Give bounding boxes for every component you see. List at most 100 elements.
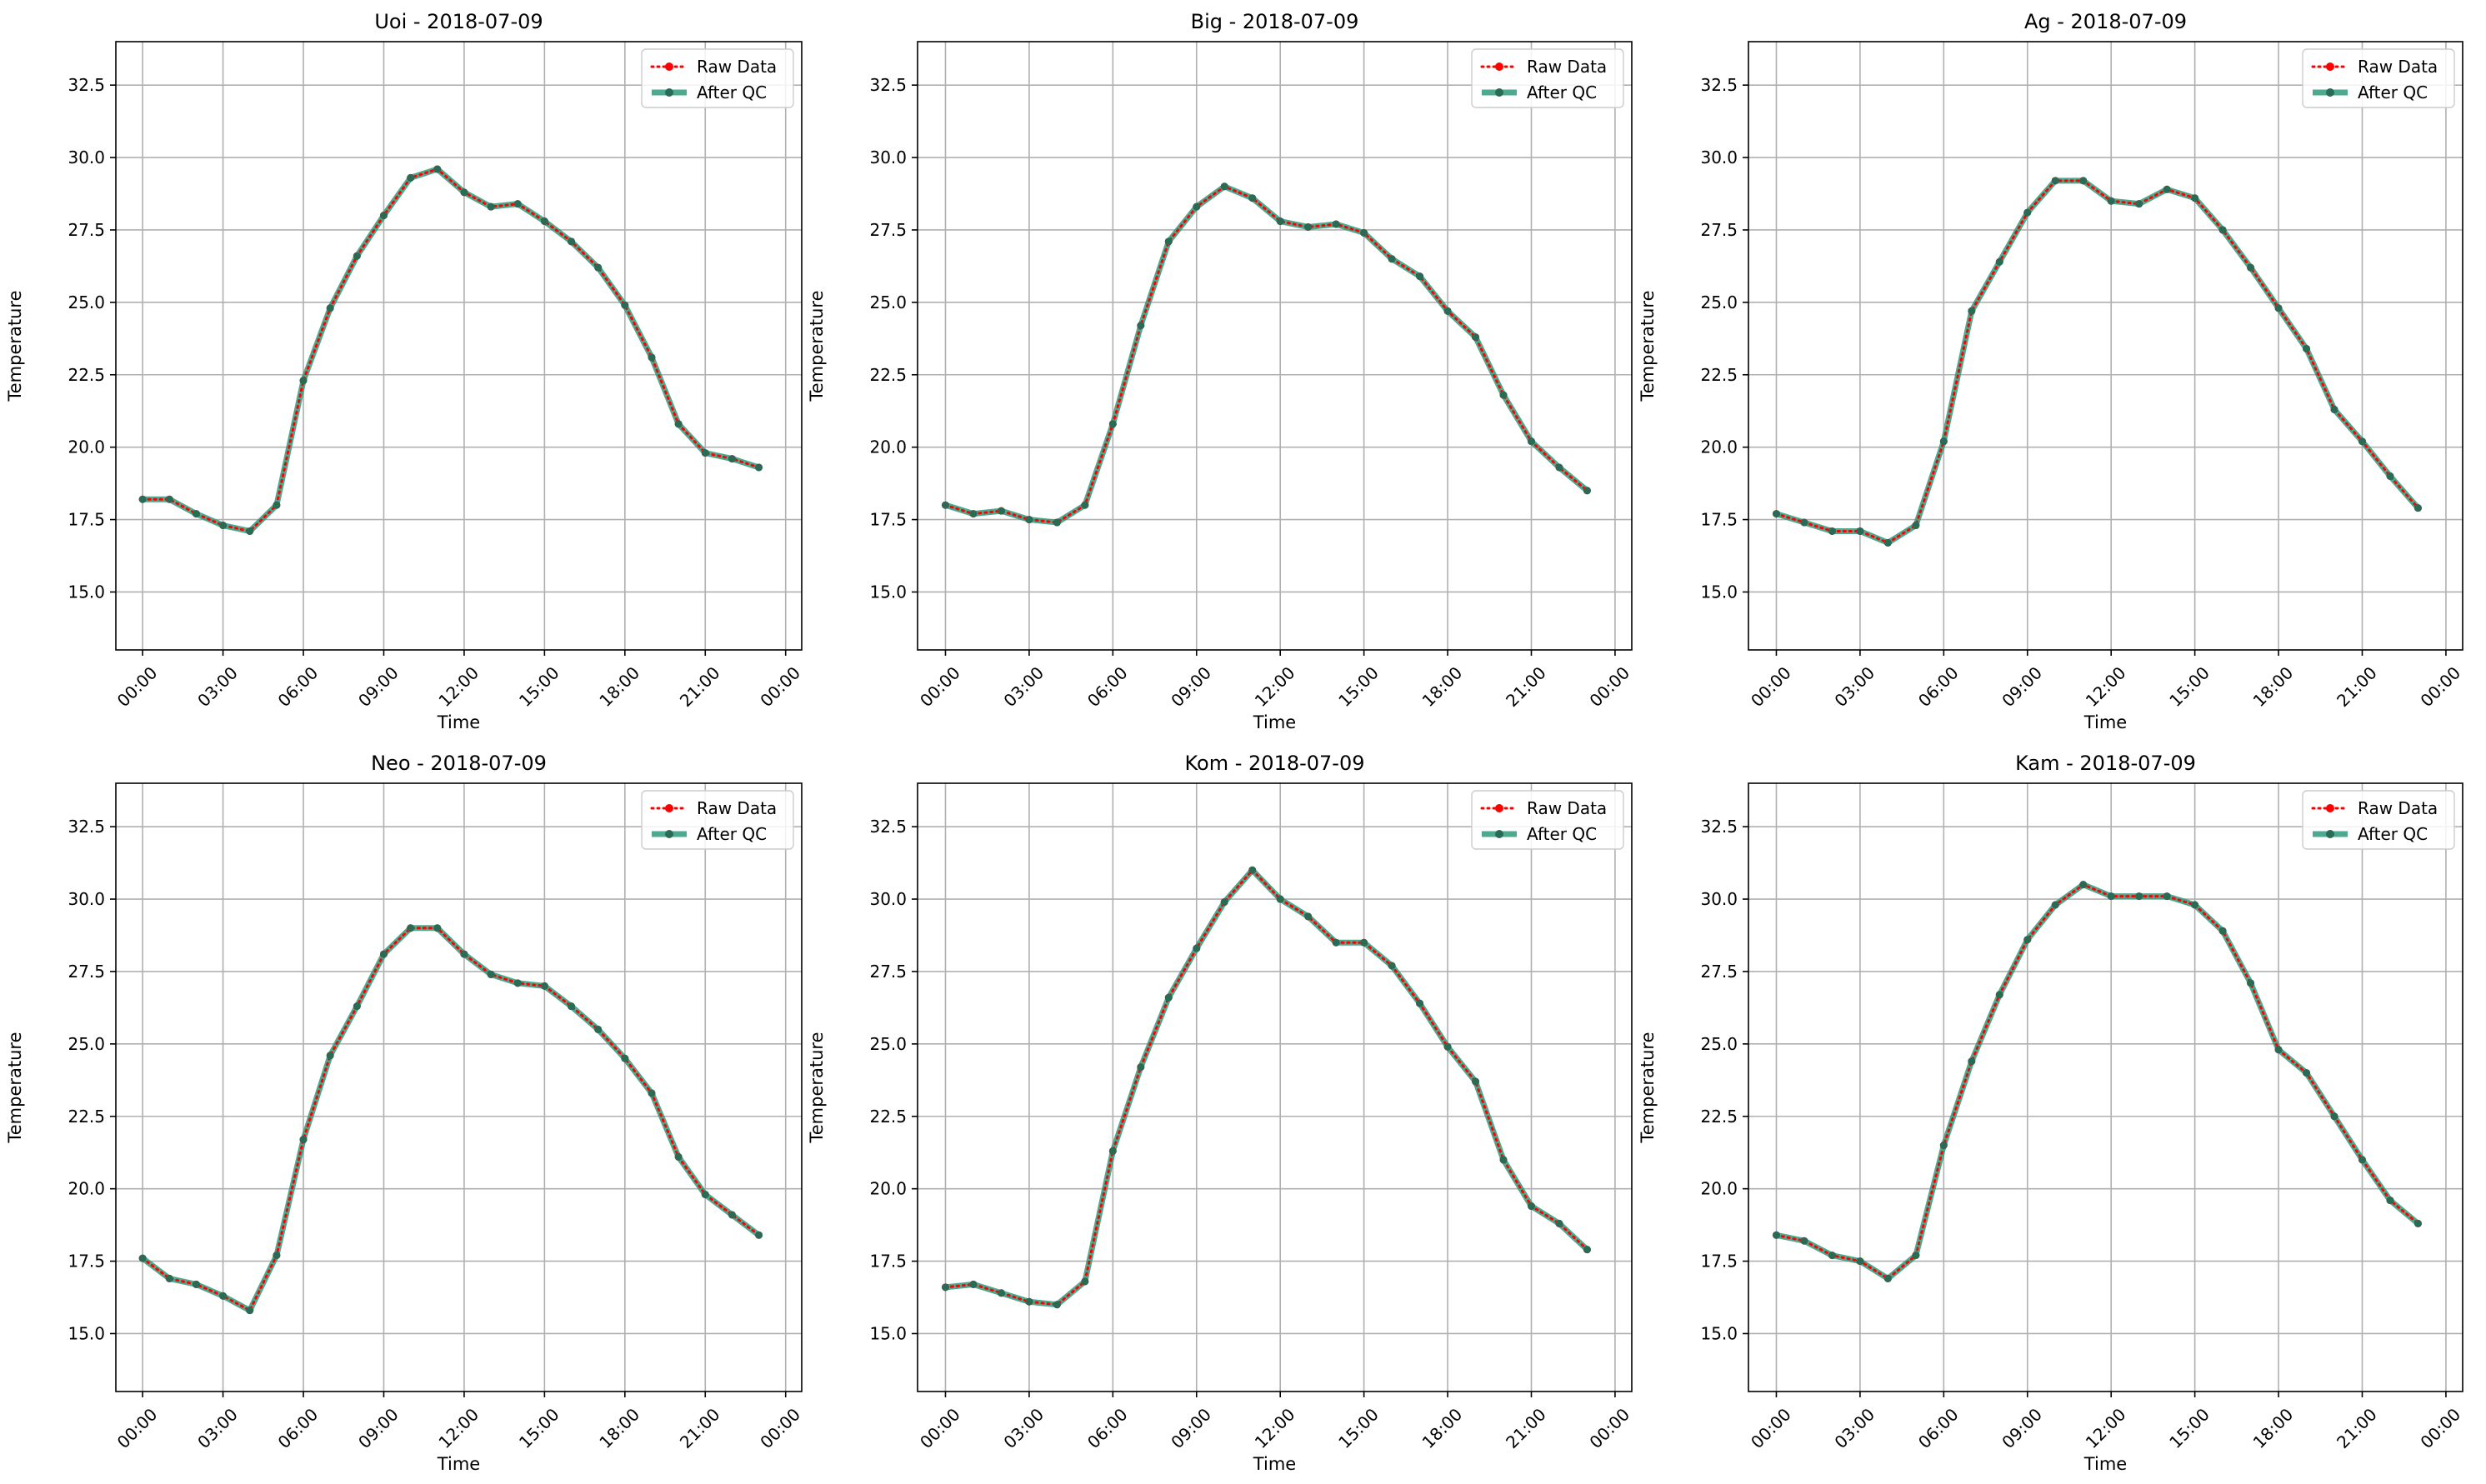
y-tick-label: 20.0 — [68, 437, 105, 457]
data-point-after-qc — [540, 982, 548, 990]
y-tick-label: 25.0 — [869, 292, 907, 312]
y-tick-label: 30.0 — [1700, 147, 1738, 167]
data-point-after-qc — [1912, 522, 1920, 530]
data-point-after-qc — [648, 353, 656, 362]
data-point-after-qc — [1828, 527, 1836, 535]
data-point-after-qc — [2386, 1197, 2394, 1205]
data-point-after-qc — [2303, 344, 2311, 352]
series-line-raw-data — [1774, 882, 2419, 1281]
legend-qc-marker — [1495, 88, 1503, 97]
data-point-after-qc — [997, 507, 1005, 515]
data-point-after-qc — [755, 463, 763, 472]
data-point-after-qc — [1388, 962, 1396, 970]
y-tick-label: 20.0 — [1700, 1179, 1738, 1199]
data-point-after-qc — [2023, 936, 2032, 944]
y-tick-label: 27.5 — [68, 220, 105, 240]
data-point-after-qc — [513, 979, 522, 987]
data-point-after-qc — [407, 173, 415, 182]
x-tick-label: 18:00 — [1418, 662, 1467, 711]
x-tick-label: 06:00 — [274, 1404, 323, 1452]
y-axis-label: Temperature — [1638, 290, 1658, 402]
x-tick-label: 21:00 — [2333, 1404, 2381, 1452]
legend: Raw Data After QC — [1471, 790, 1624, 850]
legend-raw-label: Raw Data — [2358, 57, 2438, 77]
x-axis-label: Time — [437, 712, 480, 732]
y-axis-label: Temperature — [1638, 1032, 1658, 1143]
data-point-after-qc — [1555, 1219, 1563, 1227]
grid — [116, 783, 802, 1392]
data-point-after-qc — [273, 1252, 281, 1260]
legend: Raw Data After QC — [1471, 48, 1624, 108]
x-tick-label: 03:00 — [193, 1404, 242, 1452]
data-point-after-qc — [1193, 202, 1201, 211]
data-point-after-qc — [1248, 194, 1257, 202]
x-tick-label: 21:00 — [1502, 1404, 1550, 1452]
y-tick-label: 20.0 — [68, 1179, 105, 1199]
x-tick-label: 06:00 — [1083, 1404, 1132, 1452]
series-line-raw-data — [141, 167, 761, 533]
axes-frame — [917, 41, 1633, 651]
y-tick-label: 20.0 — [1700, 437, 1738, 457]
y-tick-label: 25.0 — [1700, 1034, 1738, 1054]
x-tick-label: 15:00 — [515, 662, 563, 711]
data-point-after-qc — [326, 1052, 334, 1060]
legend-qc-label: After QC — [2358, 824, 2428, 844]
x-tick-label: 03:00 — [193, 662, 242, 711]
data-point-after-qc — [568, 1002, 576, 1011]
x-tick-label: 09:00 — [1167, 662, 1215, 711]
chart-title: Kom - 2018-07-09 — [1185, 752, 1365, 775]
x-tick-label: 12:00 — [2082, 662, 2130, 711]
data-point-after-qc — [460, 188, 468, 197]
data-point-after-qc — [2303, 1069, 2311, 1077]
data-point-after-qc — [1883, 538, 1892, 547]
x-tick-label: 12:00 — [1251, 662, 1299, 711]
x-tick-label: 18:00 — [595, 662, 643, 711]
chart-title: Kam - 2018-07-09 — [2015, 752, 2196, 775]
y-axis-label: Temperature — [5, 290, 25, 402]
data-point-after-qc — [219, 522, 228, 530]
data-point-after-qc — [1276, 217, 1284, 226]
x-tick-label: 18:00 — [1418, 1404, 1467, 1452]
data-point-after-qc — [2218, 226, 2227, 234]
data-point-after-qc — [1025, 516, 1033, 524]
legend-qc-label: After QC — [1527, 824, 1597, 844]
data-point-after-qc — [1472, 333, 1480, 342]
data-point-after-qc — [2079, 177, 2088, 185]
data-point-after-qc — [1856, 1257, 1864, 1266]
x-tick-label: 09:00 — [1998, 662, 2046, 711]
x-tick-label: 09:00 — [354, 662, 403, 711]
data-point-after-qc — [487, 970, 495, 978]
data-point-after-qc — [728, 455, 736, 463]
data-point-after-qc — [2413, 504, 2422, 512]
series-line-raw-data — [943, 185, 1588, 524]
legend-raw-label: Raw Data — [1527, 798, 1607, 818]
x-tick-label: 03:00 — [1830, 1404, 1878, 1452]
data-point-after-qc — [674, 1152, 683, 1161]
legend: Raw Data After QC — [2302, 790, 2455, 850]
series-line-after-qc — [141, 925, 761, 1314]
data-point-after-qc — [1912, 1252, 1920, 1260]
data-point-after-qc — [487, 202, 495, 211]
data-point-after-qc — [2274, 1046, 2283, 1054]
data-point-after-qc — [2330, 405, 2338, 413]
series-points — [138, 924, 763, 1315]
legend-raw-marker — [2326, 804, 2334, 812]
series-points — [941, 866, 1591, 1309]
data-point-after-qc — [1220, 182, 1228, 191]
data-point-after-qc — [192, 510, 200, 518]
axes-frame — [115, 782, 803, 1392]
legend-qc-marker — [1495, 830, 1503, 838]
data-point-after-qc — [219, 1292, 228, 1300]
data-point-after-qc — [568, 237, 576, 246]
y-tick-label: 27.5 — [869, 220, 907, 240]
x-tick-label: 00:00 — [2416, 662, 2464, 711]
data-point-after-qc — [1053, 1301, 1061, 1309]
data-point-after-qc — [299, 1136, 308, 1144]
x-tick-label: 18:00 — [595, 1404, 643, 1452]
data-point-after-qc — [1220, 898, 1228, 907]
x-tick-label: 00:00 — [1747, 662, 1795, 711]
data-point-after-qc — [941, 501, 949, 509]
data-point-after-qc — [969, 1280, 978, 1288]
legend-raw-marker — [665, 804, 673, 812]
data-point-after-qc — [1108, 1147, 1117, 1155]
